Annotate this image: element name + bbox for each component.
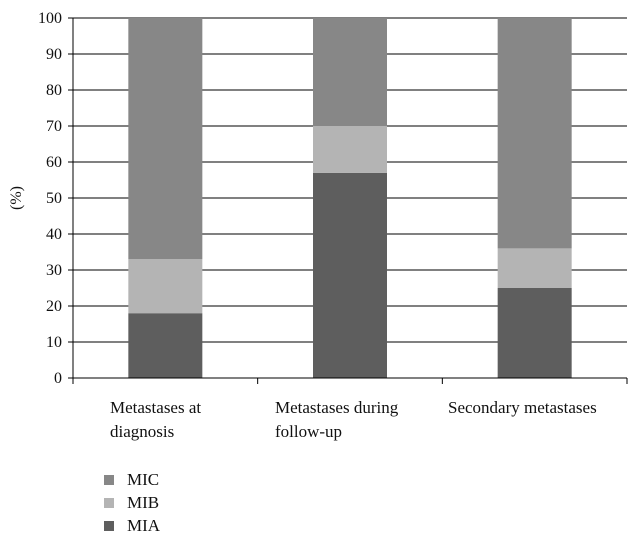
legend-swatch bbox=[104, 520, 114, 531]
legend-label: MIC bbox=[127, 470, 160, 489]
y-tick-label: 60 bbox=[46, 154, 62, 171]
bar-mic-0 bbox=[128, 18, 203, 260]
y-tick-label: 100 bbox=[38, 10, 62, 27]
y-tick-labels: 0 10 20 30 40 50 60 70 80 90 100 bbox=[38, 10, 62, 387]
x-category-label: Metastases at diagnosis bbox=[110, 398, 201, 441]
x-category-label: Metastases during follow-up bbox=[275, 398, 399, 441]
y-tick-label: 0 bbox=[54, 370, 62, 387]
x-category-labels: Metastases at diagnosis Metastases during f… bbox=[110, 398, 597, 441]
y-tick-label: 80 bbox=[46, 82, 62, 99]
bar-mib-2 bbox=[497, 248, 572, 288]
bar-mic-2 bbox=[497, 18, 572, 249]
bars bbox=[128, 18, 572, 378]
bar-mia-1 bbox=[313, 172, 387, 378]
bar-mib-1 bbox=[313, 126, 387, 173]
x-category-label: Secondary metastases bbox=[448, 398, 597, 417]
y-tick-label: 50 bbox=[46, 190, 62, 207]
y-tick-label: 70 bbox=[46, 118, 62, 135]
y-tick-label: 30 bbox=[46, 262, 62, 279]
legend-swatch bbox=[104, 497, 114, 508]
legend-item-mic: MIC bbox=[104, 468, 160, 491]
legend: MIC MIB MIA bbox=[104, 468, 160, 537]
legend-item-mia: MIA bbox=[104, 514, 160, 537]
legend-swatch bbox=[104, 474, 114, 485]
legend-label: MIB bbox=[127, 493, 160, 512]
legend-label: MIA bbox=[127, 516, 161, 535]
y-axis-title: (%) bbox=[8, 186, 25, 210]
y-tick-label: 10 bbox=[46, 334, 62, 351]
y-tick-label: 90 bbox=[46, 46, 62, 63]
bar-mia-2 bbox=[497, 288, 572, 378]
y-tick-label: 20 bbox=[46, 298, 62, 315]
y-tick-label: 40 bbox=[46, 226, 62, 243]
axes bbox=[68, 17, 628, 384]
bar-mia-0 bbox=[128, 313, 203, 378]
bar-mib-0 bbox=[128, 259, 203, 314]
legend-item-mib: MIB bbox=[104, 491, 160, 514]
bar-mic-1 bbox=[313, 18, 387, 126]
